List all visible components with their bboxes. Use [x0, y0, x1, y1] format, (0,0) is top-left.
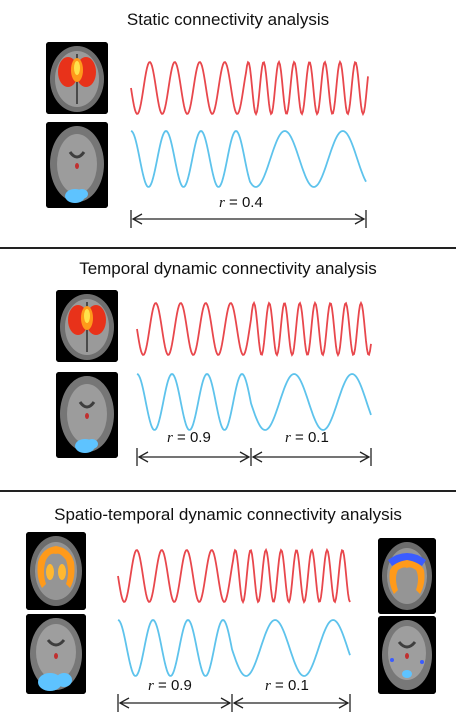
r-symbol: r [265, 678, 271, 694]
panel-3-title: Spatio-temporal dynamic connectivity ana… [54, 505, 402, 524]
correlation-label-window-2: r = 0.1 [265, 677, 309, 695]
r-symbol: r [148, 678, 154, 694]
brain-image-axial-blue [56, 372, 118, 458]
panel-1-title: Static connectivity analysis [126, 10, 330, 29]
panel-2-title: Temporal dynamic connectivity analysis [79, 259, 377, 278]
wave-path [130, 59, 369, 117]
wave-path [136, 373, 372, 431]
section-divider [0, 490, 456, 492]
r-value: = 0.9 [172, 429, 211, 446]
r-value: = 0.4 [224, 194, 263, 211]
section-divider [0, 247, 456, 249]
wave-path [117, 547, 351, 605]
brain-image-axial-blue [46, 122, 108, 208]
correlation-label-window-2: r = 0.1 [285, 429, 329, 447]
brain-image-frontal-red [56, 290, 118, 362]
brain-image-axial-blue-left [26, 614, 86, 694]
wave-path [130, 130, 367, 188]
wave-path [117, 619, 351, 677]
wave-path [136, 300, 372, 358]
brain-image-frontal-red [46, 42, 108, 114]
r-symbol: r [285, 430, 291, 446]
correlation-label: r = 0.4 [219, 194, 263, 212]
brain-image-orange-blue-right [378, 538, 436, 614]
r-value: = 0.9 [153, 677, 192, 694]
brain-image-axial-blue-right [378, 616, 436, 694]
brain-image-orange-left [26, 532, 86, 610]
correlation-label-window-1: r = 0.9 [148, 677, 192, 695]
r-value: = 0.1 [290, 429, 329, 446]
r-symbol: r [167, 430, 173, 446]
correlation-label-window-1: r = 0.9 [167, 429, 211, 447]
r-value: = 0.1 [270, 677, 309, 694]
r-symbol: r [219, 195, 225, 211]
